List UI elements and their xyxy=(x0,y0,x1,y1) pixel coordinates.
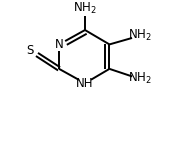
Text: NH$_2$: NH$_2$ xyxy=(128,28,152,43)
Text: NH$_2$: NH$_2$ xyxy=(73,1,97,16)
Text: NH: NH xyxy=(76,77,94,90)
Text: S: S xyxy=(27,44,34,57)
Text: NH$_2$: NH$_2$ xyxy=(128,71,152,86)
Text: N: N xyxy=(55,38,63,51)
